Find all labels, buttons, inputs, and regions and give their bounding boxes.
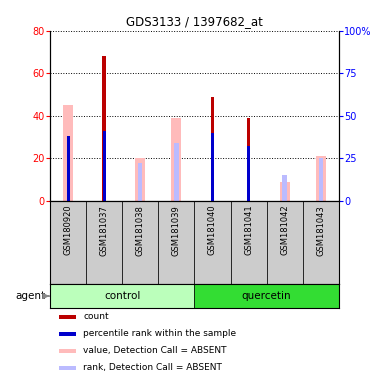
- FancyBboxPatch shape: [86, 201, 122, 284]
- Bar: [103, 131, 105, 201]
- Bar: [59, 315, 76, 319]
- Bar: [319, 158, 323, 201]
- Text: control: control: [104, 291, 141, 301]
- Bar: [63, 105, 73, 201]
- Title: GDS3133 / 1397682_at: GDS3133 / 1397682_at: [126, 15, 263, 28]
- FancyBboxPatch shape: [122, 201, 158, 284]
- Bar: [59, 366, 76, 370]
- Bar: [211, 133, 214, 201]
- FancyBboxPatch shape: [50, 284, 194, 308]
- Bar: [174, 143, 179, 201]
- Bar: [59, 349, 76, 353]
- Text: GSM180920: GSM180920: [64, 205, 73, 255]
- Text: count: count: [83, 312, 109, 321]
- Text: agent: agent: [16, 291, 46, 301]
- Text: GSM181038: GSM181038: [136, 205, 145, 256]
- Text: GSM181037: GSM181037: [100, 205, 109, 256]
- FancyBboxPatch shape: [194, 284, 339, 308]
- Bar: [59, 332, 76, 336]
- Bar: [138, 163, 142, 201]
- Text: GSM181043: GSM181043: [316, 205, 325, 256]
- Bar: [280, 182, 290, 201]
- Text: GSM181041: GSM181041: [244, 205, 253, 255]
- Text: percentile rank within the sample: percentile rank within the sample: [83, 329, 236, 338]
- FancyBboxPatch shape: [50, 201, 86, 284]
- FancyBboxPatch shape: [194, 201, 231, 284]
- Bar: [247, 118, 250, 201]
- Text: quercetin: quercetin: [242, 291, 291, 301]
- Bar: [247, 146, 250, 201]
- Text: GSM181042: GSM181042: [280, 205, 289, 255]
- Bar: [316, 156, 326, 201]
- Bar: [283, 175, 287, 201]
- Bar: [211, 97, 214, 201]
- FancyBboxPatch shape: [158, 201, 194, 284]
- Text: value, Detection Call = ABSENT: value, Detection Call = ABSENT: [83, 346, 227, 355]
- FancyBboxPatch shape: [303, 201, 339, 284]
- FancyBboxPatch shape: [231, 201, 266, 284]
- Bar: [67, 136, 70, 201]
- Bar: [135, 158, 145, 201]
- Text: GSM181040: GSM181040: [208, 205, 217, 255]
- Text: GSM181039: GSM181039: [172, 205, 181, 256]
- Text: rank, Detection Call = ABSENT: rank, Detection Call = ABSENT: [83, 363, 222, 372]
- Bar: [102, 56, 106, 201]
- Bar: [171, 118, 181, 201]
- FancyBboxPatch shape: [266, 201, 303, 284]
